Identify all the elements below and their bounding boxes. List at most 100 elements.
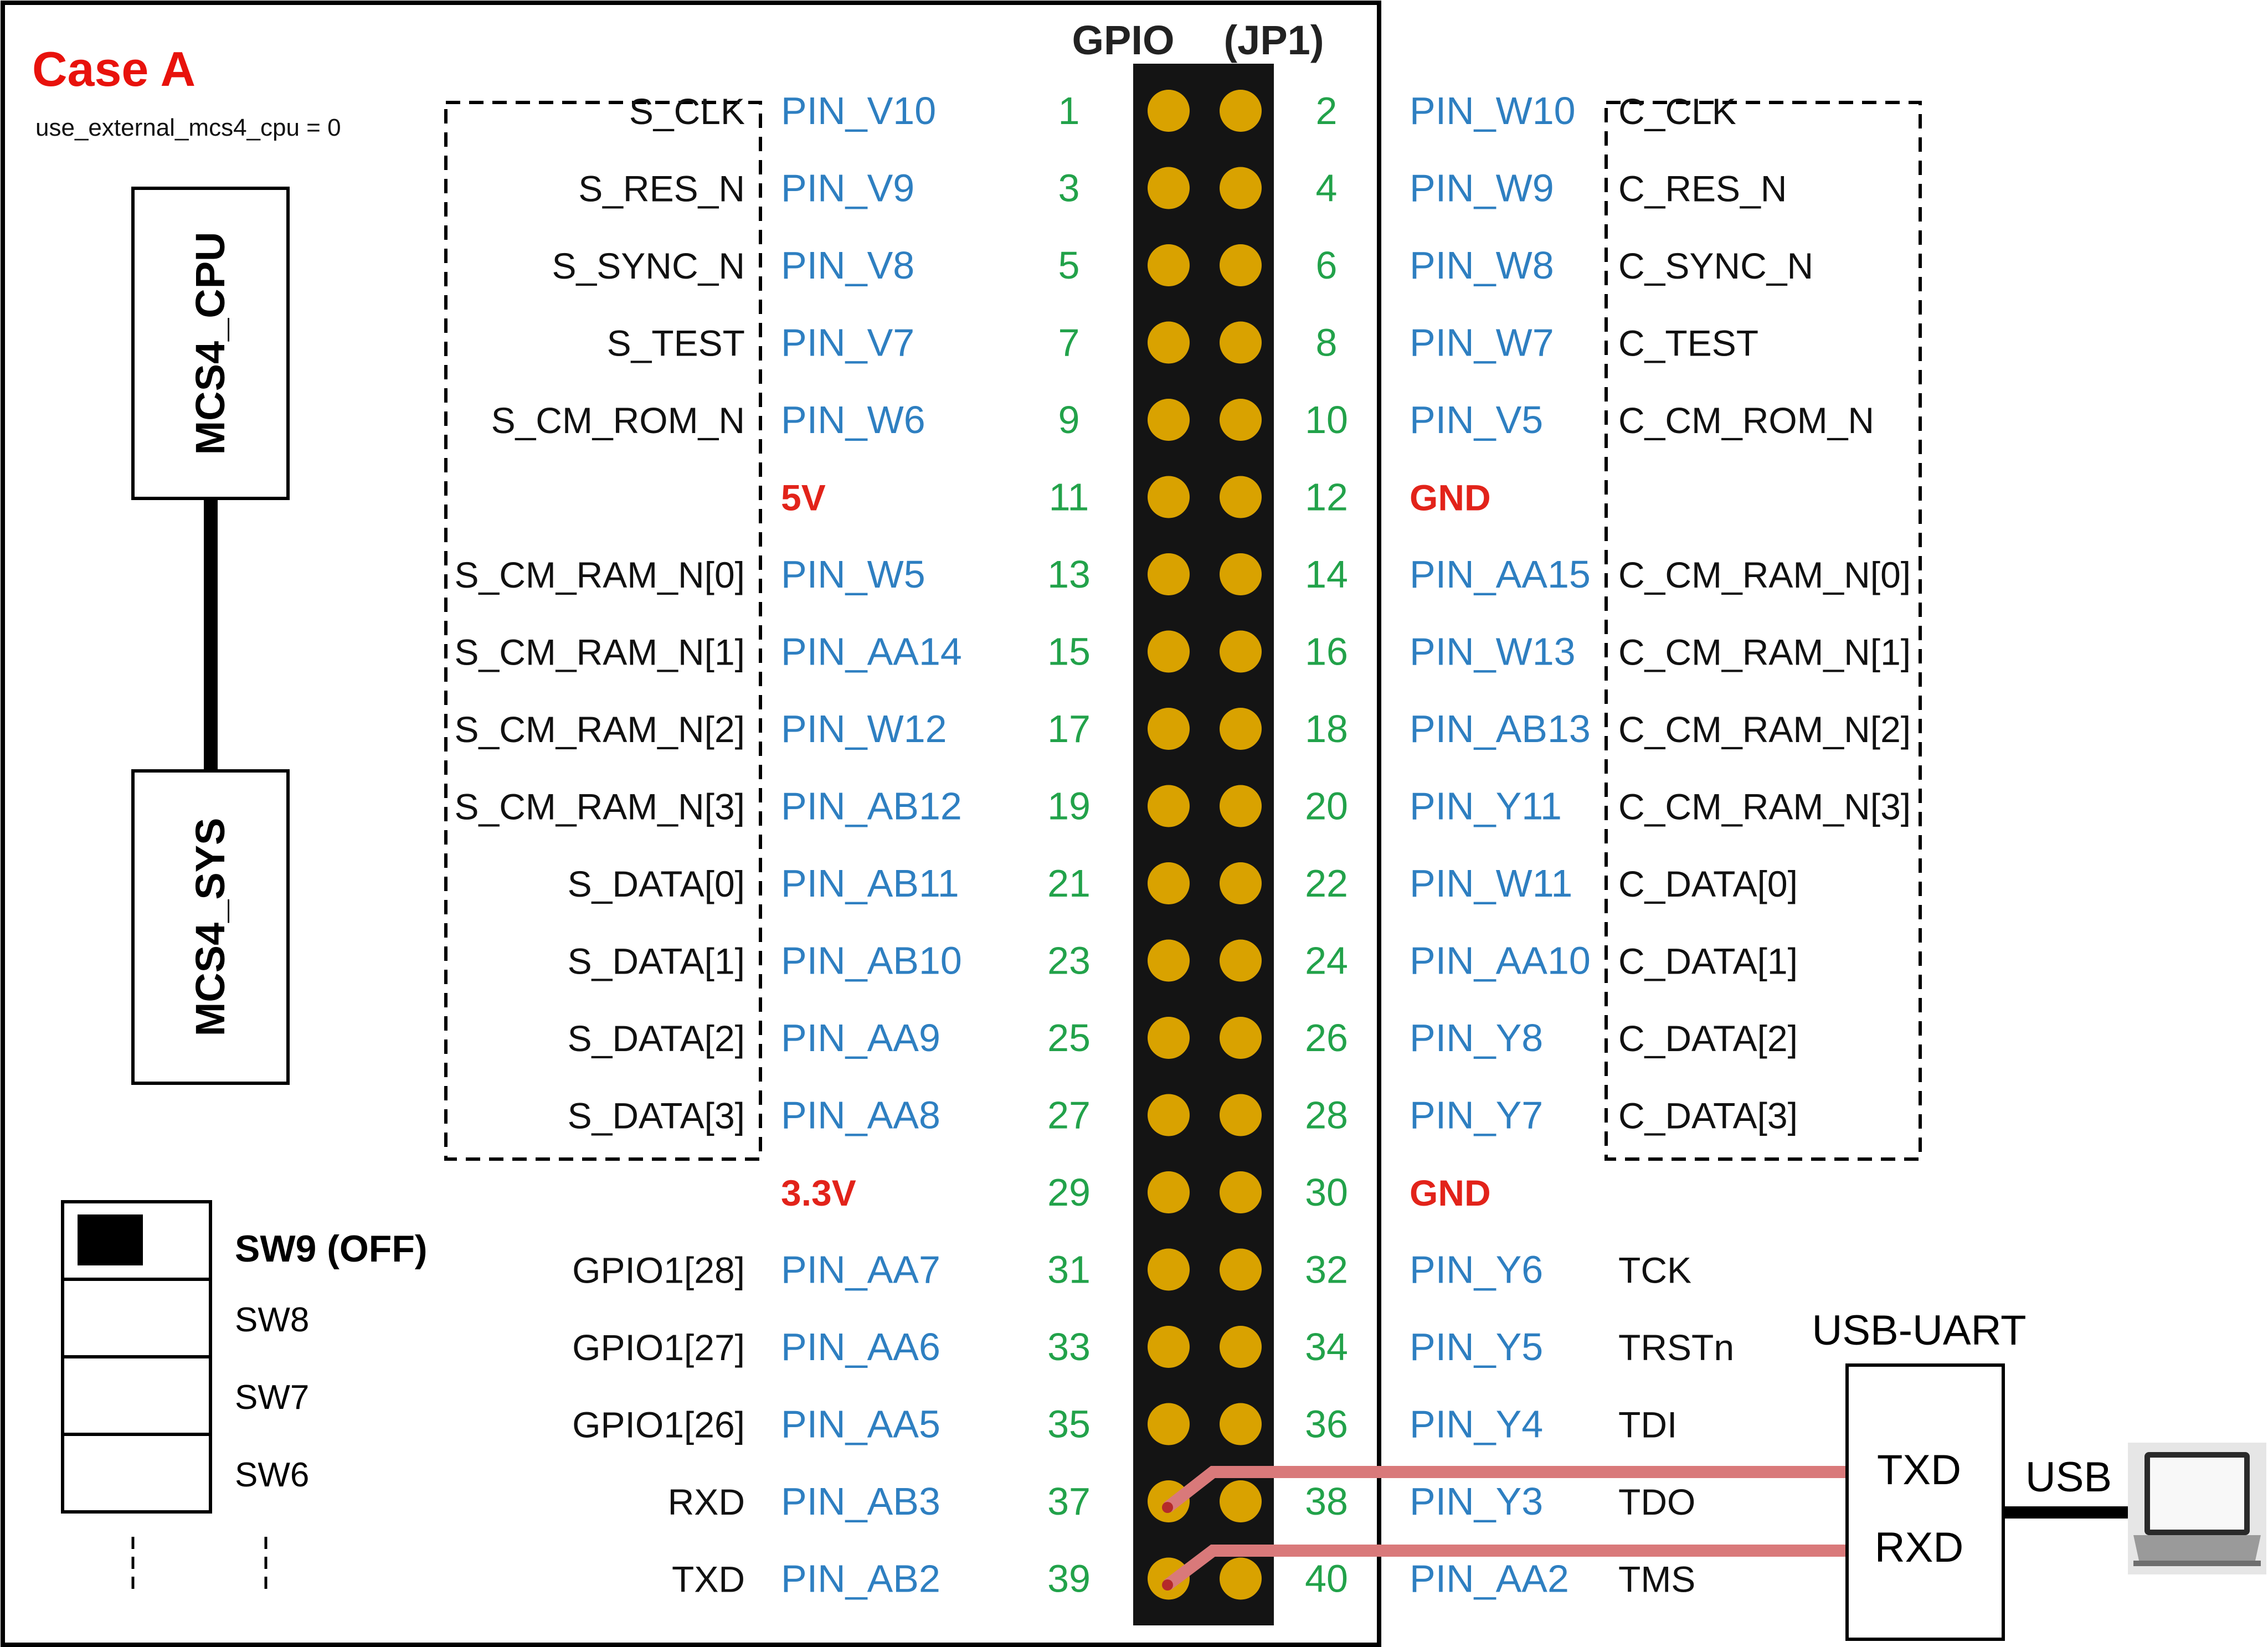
pin-number-even: 22 — [1305, 862, 1348, 905]
right-fpga-pin: PIN_Y11 — [1410, 785, 1562, 828]
header-pin-even — [1220, 1403, 1262, 1445]
left-fpga-pin: PIN_V8 — [781, 244, 914, 287]
left-fpga-pin: PIN_AB2 — [781, 1557, 940, 1600]
header-pin-odd — [1148, 1171, 1190, 1213]
pin-number-even: 28 — [1305, 1094, 1348, 1137]
pin-row: S_CLK PIN_V10 1 2 PIN_W10 C_CLK — [629, 89, 1736, 132]
wire-dot-pin39 — [1162, 1579, 1173, 1591]
wire-dot-pin37 — [1162, 1502, 1173, 1513]
header-title-jp1: (JP1) — [1224, 17, 1324, 63]
left-fpga-pin: PIN_AA14 — [781, 630, 962, 673]
right-signal-label: C_CM_RAM_N[2] — [1618, 709, 1911, 750]
left-signal-label: S_CM_RAM_N[2] — [455, 709, 745, 750]
right-fpga-pin: PIN_Y7 — [1410, 1094, 1543, 1137]
header-pin-odd — [1148, 862, 1190, 904]
header-pin-odd — [1148, 1326, 1190, 1368]
right-fpga-pin: PIN_W13 — [1410, 630, 1576, 673]
mcs4-link — [204, 498, 218, 771]
left-fpga-pin: PIN_AB12 — [781, 785, 962, 828]
right-signal-label: C_CM_RAM_N[0] — [1618, 554, 1911, 595]
header-pin-even — [1220, 1557, 1262, 1600]
usb-uart-title: USB-UART — [1812, 1307, 2026, 1354]
pin-number-odd: 13 — [1047, 553, 1091, 596]
right-signal-label: C_DATA[3] — [1618, 1095, 1798, 1136]
switch-sw8-label: SW8 — [235, 1301, 309, 1339]
wire-pin39-to-rxd — [1164, 1545, 1845, 1590]
pin-number-even: 30 — [1305, 1171, 1348, 1214]
pin-row: S_CM_RAM_N[1] PIN_AA14 15 16 PIN_W13 C_CM_RAM… — [455, 630, 1911, 673]
pin-row: S_CM_RAM_N[0] PIN_W5 13 14 PIN_AA15 C_CM_RAM_… — [455, 553, 1911, 596]
header-pin-odd — [1148, 399, 1190, 441]
left-signal-label: S_DATA[1] — [568, 941, 745, 982]
switch-sw8 — [61, 1278, 212, 1358]
left-signal-label: GPIO1[28] — [572, 1250, 745, 1291]
switch-sw7 — [61, 1355, 212, 1436]
pin-number-even: 20 — [1305, 785, 1348, 828]
header-pin-even — [1220, 476, 1262, 518]
right-signal-label: TDI — [1618, 1404, 1677, 1445]
pin-number-even: 16 — [1305, 630, 1348, 673]
right-fpga-pin: PIN_W11 — [1410, 862, 1572, 905]
dip-switch-block: SW9 (OFF) SW8 SW7 SW6 — [61, 1200, 428, 1592]
header-pin-odd — [1148, 1017, 1190, 1059]
pin-number-even: 12 — [1305, 476, 1348, 519]
right-fpga-pin: PIN_Y4 — [1410, 1403, 1543, 1446]
pin-number-odd: 31 — [1047, 1248, 1091, 1291]
pin-row: GPIO1[27] PIN_AA6 33 34 PIN_Y5 TRSTn — [572, 1325, 1734, 1368]
pin-number-odd: 11 — [1049, 476, 1089, 519]
pin-row: S_DATA[0] PIN_AB11 21 22 PIN_W11 C_DATA[0] — [568, 862, 1798, 905]
left-fpga-pin: PIN_AA5 — [781, 1403, 940, 1446]
laptop-icon — [2128, 1443, 2266, 1574]
header-title-gpio: GPIO — [1072, 17, 1174, 63]
pin-row: S_DATA[1] PIN_AB10 23 24 PIN_AA10 C_DATA[1] — [568, 939, 1798, 982]
pin-row: GPIO1[28] PIN_AA7 31 32 PIN_Y6 TCK — [572, 1248, 1691, 1291]
left-fpga-pin: PIN_W6 — [781, 398, 925, 441]
right-signal-label: C_CM_RAM_N[3] — [1618, 786, 1911, 827]
right-signal-label: C_DATA[2] — [1618, 1018, 1798, 1059]
header-pin-odd — [1148, 90, 1190, 132]
pin-number-odd: 19 — [1047, 785, 1091, 828]
left-fpga-pin: PIN_AA6 — [781, 1325, 940, 1368]
pin-number-even: 4 — [1316, 167, 1338, 210]
left-signal-label: S_CM_ROM_N — [491, 400, 745, 441]
case-title: Case A — [32, 42, 196, 96]
left-signal-label: TXD — [672, 1559, 745, 1600]
right-signal-label: TCK — [1618, 1250, 1691, 1291]
pin-number-odd: 23 — [1047, 939, 1091, 982]
header-pin-even — [1220, 862, 1262, 904]
left-signal-label: S_SYNC_N — [552, 245, 745, 286]
header-pin-odd — [1148, 1403, 1190, 1445]
left-signal-group — [444, 101, 762, 1161]
right-fpga-pin: PIN_W9 — [1410, 167, 1554, 210]
pin-number-even: 40 — [1305, 1557, 1348, 1600]
switch-sw6 — [61, 1433, 212, 1514]
pin-number-even: 10 — [1305, 398, 1348, 441]
pin-number-odd: 27 — [1047, 1094, 1091, 1137]
left-signal-label: S_CM_RAM_N[0] — [455, 554, 745, 595]
pin-number-even: 38 — [1305, 1480, 1348, 1523]
left-fpga-pin: PIN_AB3 — [781, 1480, 940, 1523]
pin-number-even: 2 — [1316, 89, 1338, 132]
pin-number-even: 6 — [1316, 244, 1338, 287]
left-fpga-pin: PIN_V9 — [781, 167, 914, 210]
left-fpga-pin: PIN_W12 — [781, 707, 947, 750]
left-fpga-pin: PIN_AB11 — [781, 862, 959, 905]
header-pin-even — [1220, 1480, 1262, 1522]
pin-number-odd: 17 — [1047, 707, 1091, 750]
left-signal-label: S_RES_N — [578, 168, 745, 209]
outer-frame — [1, 1, 1381, 1647]
header-pin-odd — [1148, 1248, 1190, 1291]
header-pin-even — [1220, 399, 1262, 441]
right-signal-label: C_CLK — [1618, 91, 1736, 132]
right-power-label: GND — [1410, 1172, 1491, 1213]
switch-sw7-label: SW7 — [235, 1378, 309, 1417]
header-pin-even — [1220, 1017, 1262, 1059]
right-signal-label: TRSTn — [1618, 1327, 1734, 1368]
switch-sw6-label: SW6 — [235, 1456, 309, 1494]
pin-number-odd: 5 — [1058, 244, 1080, 287]
left-signal-label: S_DATA[2] — [568, 1018, 745, 1059]
gpio-header-strip — [1133, 64, 1274, 1625]
right-fpga-pin: PIN_W7 — [1410, 321, 1554, 364]
pin-row: 3.3V 29 30 GND — [781, 1171, 1491, 1214]
